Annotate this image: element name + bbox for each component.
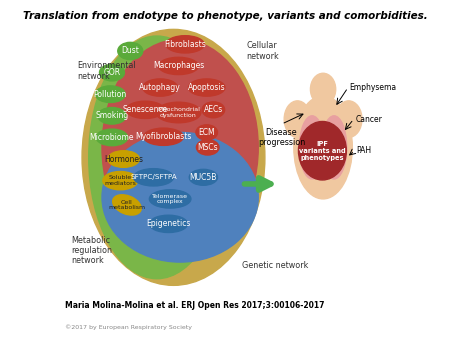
Text: Fibroblasts: Fibroblasts	[164, 40, 206, 49]
Ellipse shape	[294, 96, 352, 199]
Text: Soluble
mediators: Soluble mediators	[104, 175, 136, 186]
Text: ©2017 by European Respiratory Society: ©2017 by European Respiratory Society	[65, 324, 193, 330]
Text: Genetic network: Genetic network	[242, 261, 308, 270]
Text: MUC5B: MUC5B	[190, 173, 217, 182]
Text: AECs: AECs	[204, 105, 223, 114]
Text: Senescence: Senescence	[122, 105, 168, 114]
Text: Apoptosis: Apoptosis	[188, 83, 225, 92]
Ellipse shape	[298, 121, 346, 180]
Text: Hormones: Hormones	[104, 154, 143, 164]
Ellipse shape	[126, 101, 164, 118]
Text: Cancer: Cancer	[356, 115, 382, 124]
Ellipse shape	[189, 79, 225, 96]
Text: Mitochondrial
dysfunction: Mitochondrial dysfunction	[157, 107, 200, 118]
Ellipse shape	[310, 73, 336, 105]
Ellipse shape	[118, 42, 143, 59]
Ellipse shape	[134, 169, 173, 186]
Text: Myofibroblasts: Myofibroblasts	[135, 132, 192, 141]
Ellipse shape	[102, 132, 258, 262]
FancyBboxPatch shape	[315, 96, 331, 110]
Ellipse shape	[149, 215, 188, 233]
Text: IPF
variants and
phenotypes: IPF variants and phenotypes	[299, 141, 346, 161]
Text: Maria Molina-Molina et al. ERJ Open Res 2017;3:00106-2017: Maria Molina-Molina et al. ERJ Open Res …	[65, 301, 325, 310]
Text: ECM: ECM	[198, 128, 215, 137]
Ellipse shape	[299, 116, 325, 179]
Ellipse shape	[96, 129, 128, 146]
Text: Metabolic
regulation
network: Metabolic regulation network	[72, 236, 112, 265]
Text: GOR: GOR	[104, 68, 121, 77]
Text: SFTPC/SFTPA: SFTPC/SFTPA	[130, 174, 177, 180]
Ellipse shape	[102, 39, 258, 256]
Ellipse shape	[189, 169, 217, 185]
Text: Pollution: Pollution	[94, 90, 127, 99]
Ellipse shape	[158, 57, 198, 75]
Text: Dust: Dust	[122, 47, 139, 55]
Ellipse shape	[196, 140, 219, 155]
Ellipse shape	[166, 36, 204, 53]
Ellipse shape	[321, 116, 347, 179]
Text: Cellular
network: Cellular network	[247, 41, 279, 61]
Ellipse shape	[144, 128, 184, 145]
Ellipse shape	[196, 125, 217, 140]
Ellipse shape	[112, 195, 141, 215]
Text: Translation from endotype to phenotype, variants and comorbidities.: Translation from endotype to phenotype, …	[22, 11, 427, 21]
Text: Microbiome: Microbiome	[90, 133, 134, 142]
Ellipse shape	[149, 190, 191, 208]
Ellipse shape	[103, 171, 138, 190]
Ellipse shape	[82, 29, 265, 285]
Ellipse shape	[284, 101, 311, 138]
Text: Telomerase
complex: Telomerase complex	[152, 194, 188, 204]
Ellipse shape	[156, 102, 201, 123]
Text: Disease
progression: Disease progression	[258, 128, 305, 147]
Ellipse shape	[89, 36, 225, 279]
Text: Environmental
network: Environmental network	[77, 61, 136, 81]
Text: MSCs: MSCs	[198, 143, 218, 152]
Text: Emphysema: Emphysema	[350, 83, 397, 92]
Ellipse shape	[143, 79, 178, 96]
Text: Epigenetics: Epigenetics	[146, 219, 191, 228]
Ellipse shape	[99, 64, 125, 81]
Ellipse shape	[95, 86, 125, 102]
Text: Autophagy: Autophagy	[140, 83, 181, 92]
Ellipse shape	[335, 101, 362, 138]
Ellipse shape	[98, 107, 126, 124]
Text: Cell
metabolism: Cell metabolism	[108, 199, 145, 210]
Text: Smoking: Smoking	[95, 111, 129, 120]
Ellipse shape	[202, 102, 225, 118]
Ellipse shape	[108, 151, 140, 167]
Text: PAH: PAH	[356, 146, 371, 155]
Text: Macrophages: Macrophages	[153, 62, 204, 70]
